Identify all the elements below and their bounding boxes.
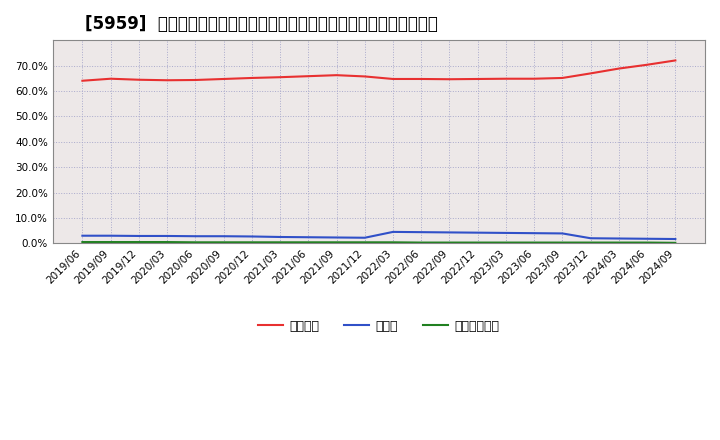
のれん xyxy=(417,230,426,235)
のれん xyxy=(276,235,284,240)
のれん xyxy=(502,230,510,235)
自己資本 xyxy=(107,76,115,81)
自己資本 xyxy=(248,75,256,81)
のれん xyxy=(361,235,369,240)
のれん xyxy=(473,230,482,235)
繰延税金資産 xyxy=(220,240,228,245)
のれん xyxy=(248,234,256,239)
繰延税金資産 xyxy=(191,240,199,245)
繰延税金資産 xyxy=(615,240,624,245)
のれん xyxy=(78,233,86,238)
繰延税金資産 xyxy=(530,240,539,245)
繰延税金資産 xyxy=(135,239,143,245)
のれん xyxy=(107,233,115,238)
繰延税金資産 xyxy=(389,240,397,245)
繰延税金資産 xyxy=(361,240,369,245)
自己資本 xyxy=(473,76,482,81)
繰延税金資産 xyxy=(163,239,171,245)
のれん xyxy=(643,236,652,242)
自己資本 xyxy=(163,77,171,83)
繰延税金資産 xyxy=(502,240,510,245)
のれん xyxy=(163,233,171,238)
のれん xyxy=(220,234,228,239)
自己資本 xyxy=(671,58,680,63)
Line: 自己資本: 自己資本 xyxy=(82,60,675,81)
自己資本 xyxy=(502,76,510,81)
のれん xyxy=(586,235,595,241)
自己資本 xyxy=(417,76,426,81)
自己資本 xyxy=(191,77,199,83)
繰延税金資産 xyxy=(304,240,312,245)
繰延税金資産 xyxy=(643,240,652,245)
Text: [5959]  自己資本、のれん、繰延税金資産の総資産に対する比率の推移: [5959] 自己資本、のれん、繰延税金資産の総資産に対する比率の推移 xyxy=(86,15,438,33)
自己資本 xyxy=(276,74,284,80)
のれん xyxy=(615,236,624,241)
繰延税金資産 xyxy=(445,240,454,245)
のれん xyxy=(191,234,199,239)
のれん xyxy=(389,229,397,235)
繰延税金資産 xyxy=(276,240,284,245)
自己資本 xyxy=(361,74,369,79)
のれん xyxy=(332,235,341,240)
繰延税金資産 xyxy=(586,240,595,245)
Line: 繰延税金資産: 繰延税金資産 xyxy=(82,242,675,243)
繰延税金資産 xyxy=(78,239,86,245)
Legend: 自己資本, のれん, 繰延税金資産: 自己資本, のれん, 繰延税金資産 xyxy=(253,315,505,337)
繰延税金資産 xyxy=(417,240,426,245)
自己資本 xyxy=(220,76,228,81)
自己資本 xyxy=(586,71,595,76)
のれん xyxy=(558,231,567,236)
自己資本 xyxy=(558,75,567,81)
自己資本 xyxy=(643,62,652,67)
のれん xyxy=(445,230,454,235)
自己資本 xyxy=(445,77,454,82)
繰延税金資産 xyxy=(558,240,567,245)
自己資本 xyxy=(615,66,624,71)
のれん xyxy=(135,233,143,238)
繰延税金資産 xyxy=(671,240,680,246)
繰延税金資産 xyxy=(332,240,341,245)
自己資本 xyxy=(304,73,312,79)
自己資本 xyxy=(135,77,143,82)
繰延税金資産 xyxy=(248,240,256,245)
繰延税金資産 xyxy=(473,240,482,245)
のれん xyxy=(304,235,312,240)
繰延税金資産 xyxy=(107,239,115,245)
自己資本 xyxy=(78,78,86,84)
のれん xyxy=(530,231,539,236)
自己資本 xyxy=(530,76,539,81)
自己資本 xyxy=(332,73,341,78)
のれん xyxy=(671,236,680,242)
自己資本 xyxy=(389,76,397,81)
Line: のれん: のれん xyxy=(82,232,675,239)
